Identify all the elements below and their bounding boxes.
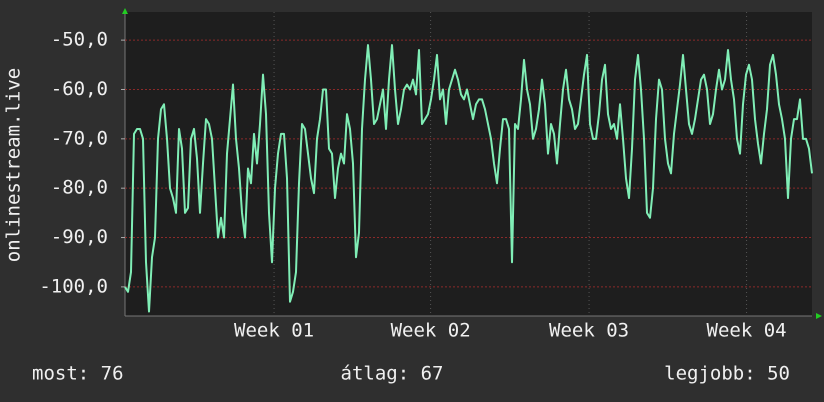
stat-average: átlag: 67 <box>341 363 444 385</box>
y-tick-label: -70,0 <box>51 127 108 149</box>
y-tick-label: -60,0 <box>51 78 108 100</box>
x-tick-label: Week 01 <box>234 320 314 342</box>
x-tick-label: Week 02 <box>391 320 471 342</box>
y-tick-label: -80,0 <box>51 177 108 199</box>
axis-arrow <box>122 8 128 14</box>
x-tick-label: Week 03 <box>549 320 629 342</box>
stat-current: most: 76 <box>32 363 124 385</box>
y-tick-label: -50,0 <box>51 29 108 51</box>
y-tick-label: -90,0 <box>51 226 108 248</box>
plot-area <box>125 12 812 316</box>
y-tick-label: -100,0 <box>39 275 108 297</box>
x-tick-label: Week 04 <box>707 320 787 342</box>
axis-arrow <box>816 313 822 319</box>
y-axis-label: onlinestream.live <box>3 68 25 262</box>
stat-best: legjobb: 50 <box>664 363 790 385</box>
data-line <box>124 44 813 313</box>
